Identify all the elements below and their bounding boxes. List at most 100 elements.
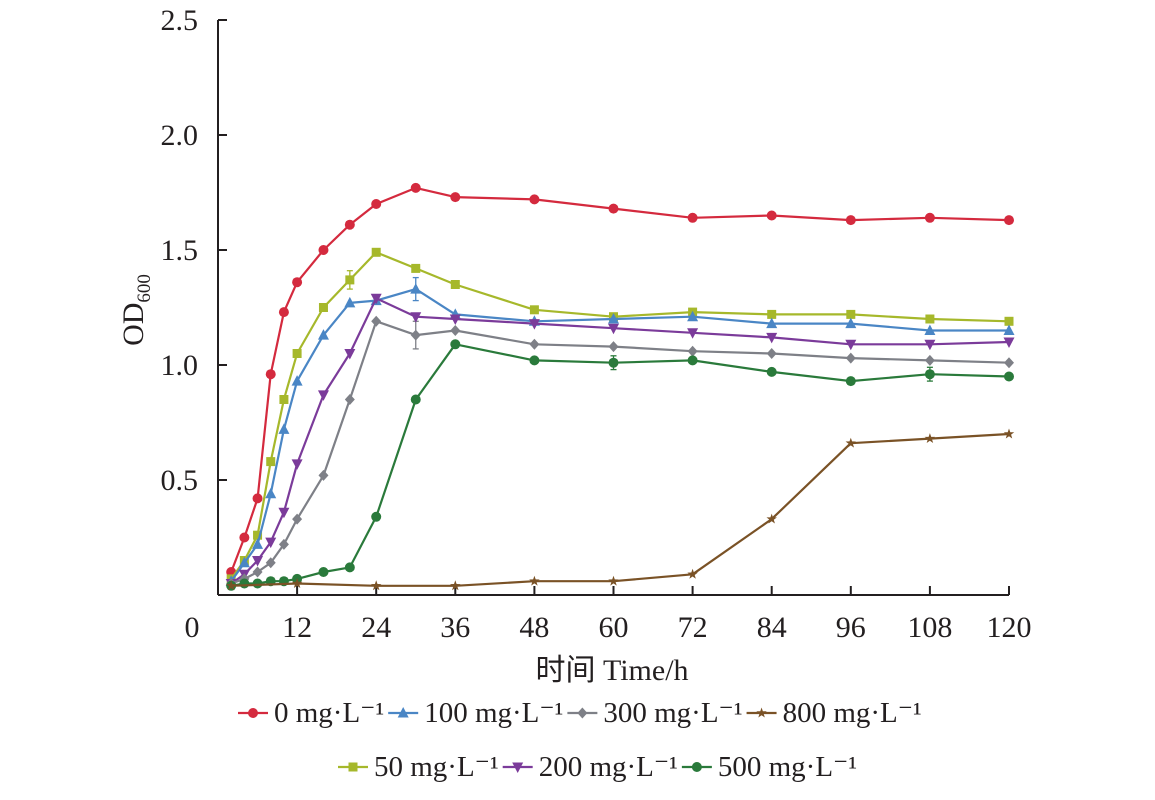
data-point [410,394,421,405]
data-point [687,212,698,223]
data-point [766,513,777,524]
data-point [450,280,460,289]
data-point [371,199,382,209]
data-point [924,433,936,444]
data-point [291,578,303,588]
data-point [318,303,328,312]
y-tick-label: 2.5 [161,4,199,37]
legend-label: 0 mg·L⁻¹ [274,697,384,729]
x-tick-label: 36 [440,611,470,644]
data-point [924,354,935,366]
data-point [252,556,264,567]
data-point [291,375,303,386]
data-point [845,352,856,364]
data-point [687,345,698,357]
data-point [608,203,619,214]
x-tick-label: 48 [519,611,549,644]
data-point [411,263,421,273]
data-point [766,366,777,377]
series-0-mg-l [226,182,1014,577]
data-point [265,487,277,499]
data-point [318,245,329,255]
y-axis-ticks: 0.5 1.0 1.5 2.0 2.5 [161,4,227,497]
error-bars [346,270,933,382]
data-point [266,457,276,467]
legend-marker [248,708,258,718]
x-tick-label: 108 [907,611,952,644]
data-point [252,493,263,504]
data-point [608,575,619,586]
data-point [318,567,329,577]
data-point [252,578,263,589]
x-tick-label: 72 [678,611,708,644]
data-point [265,557,276,569]
data-point [318,469,329,481]
axes [217,20,1009,596]
data-point [766,348,777,359]
legend-item-100-mg-l: 100 mg·L⁻¹ [388,697,563,729]
data-point [344,394,355,405]
x-tick-label: 84 [757,611,787,644]
legend-label: 200 mg·L⁻¹ [539,751,678,783]
data-point [292,277,303,288]
data-point [252,538,264,549]
data-point [608,357,619,368]
data-point [292,513,303,525]
series-line [230,297,1010,585]
data-point [450,325,461,336]
series-group [225,182,1015,591]
data-point [766,332,778,344]
data-point [845,437,857,448]
data-point [239,578,250,589]
data-point [317,329,329,340]
y-tick-label: 1.5 [161,234,199,267]
data-point [278,507,290,519]
legend-marker [348,762,358,772]
data-point [265,369,276,380]
series-500-mg-l [226,339,1014,591]
data-point [278,423,290,434]
data-point [252,566,263,578]
legend-item-800-mg-l: 800 mg·L⁻¹ [746,697,922,729]
data-point [687,355,698,366]
series-300-mg-l [226,315,1014,589]
data-point [410,329,421,341]
legend-marker [691,762,702,772]
data-point [529,355,540,366]
data-point [449,314,461,325]
data-point [529,575,540,586]
data-point [317,390,329,401]
legend-marker [577,707,588,719]
data-point [278,538,289,550]
data-point [225,580,237,591]
legend-item-300-mg-l: 300 mg·L⁻¹ [567,697,743,729]
legend-label: 500 mg·L⁻¹ [718,751,857,783]
data-point [410,312,422,323]
data-point [687,568,698,579]
data-point [608,313,619,324]
data-point [239,532,250,543]
legend-label: 50 mg·L⁻¹ [374,751,499,783]
y-tick-label: 2.0 [161,119,199,152]
x-tick-label: 0 [185,611,200,644]
legend: 0 mg·L⁻¹ 100 mg·L⁻¹ 300 mg·L⁻¹ 800 mg·L⁻¹ 50… [238,697,922,783]
y-axis-title: OD600 [117,274,155,346]
data-point [687,328,699,339]
x-tick-label: 96 [836,611,866,644]
data-point [1004,316,1014,326]
data-point [344,349,356,360]
data-point [371,511,382,522]
data-point [845,317,857,329]
legend-label: 300 mg·L⁻¹ [603,697,742,729]
legend-item-200-mg-l: 200 mg·L⁻¹ [502,751,678,783]
y-axis-title-main: OD [117,303,150,346]
data-point [767,309,777,319]
data-point [370,293,382,305]
x-axis-ticks: 0 12 24 36 48 60 72 84 96 108 120 [185,586,1032,644]
data-point [278,307,289,318]
data-point [924,324,936,335]
series-200-mg-l [225,293,1015,590]
x-tick-label: 60 [599,611,629,644]
y-axis-title-subscript: 600 [134,274,155,303]
